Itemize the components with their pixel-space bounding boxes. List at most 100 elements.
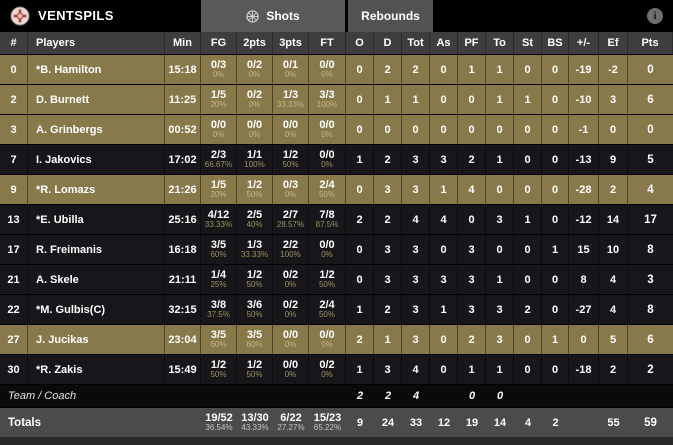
player-row[interactable]: 27 J. Jucikas 23:04 3/5 60% 3/5 60% 0/0 0% 0/0 0% 2… xyxy=(0,325,673,355)
fg-made-attempted: 3/5 60% xyxy=(201,325,237,354)
player-row[interactable]: 7 I. Jakovics 17:02 2/3 66.67% 1/1 100% 1/2 50% 0… xyxy=(0,145,673,175)
ft-made-attempted: 0/0 0% xyxy=(309,325,346,354)
column-header-p3: 3pts xyxy=(273,32,309,54)
team-coach-def-rebounds: 2 xyxy=(384,390,392,402)
2pts-made-attempted: 1/1 100% xyxy=(237,145,273,174)
offensive-rebounds: 0 xyxy=(346,55,374,84)
plus-minus: -13 xyxy=(569,145,599,174)
defensive-rebounds: 3 xyxy=(374,235,402,264)
2pts-made-attempted: 1/2 50% xyxy=(237,265,273,294)
totals-total-rebounds: 33 xyxy=(409,416,423,429)
player-name: *E. Ubilla xyxy=(28,205,165,234)
block-shots: 0 xyxy=(542,295,569,324)
bottom-strip xyxy=(0,437,673,445)
assists: 0 xyxy=(430,325,458,354)
points: 8 xyxy=(647,243,654,256)
column-header-min: Min xyxy=(165,32,201,54)
block-shots: 0 xyxy=(542,205,569,234)
steals: 1 xyxy=(514,85,542,114)
player-number: 9 xyxy=(0,175,28,204)
totals-def-rebounds: 24 xyxy=(381,416,395,429)
personal-fouls: 1 xyxy=(458,55,486,84)
assists: 0 xyxy=(430,115,458,144)
2pts-made-attempted: 2/5 40% xyxy=(237,205,273,234)
minutes-played: 21:26 xyxy=(165,175,201,204)
totals-blocks: 2 xyxy=(552,416,559,429)
3pts-made-attempted: 2/2 100% xyxy=(273,235,309,264)
offensive-rebounds: 2 xyxy=(346,205,374,234)
player-name: J. Jucikas xyxy=(28,325,165,354)
minutes-played: 25:16 xyxy=(165,205,201,234)
tab-rebounds[interactable]: Rebounds xyxy=(348,0,433,32)
3pts-made-attempted: 1/3 33.33% xyxy=(273,85,309,114)
3pts-made-attempted: 0/0 0% xyxy=(273,325,309,354)
total-rebounds: 4 xyxy=(402,205,430,234)
player-name: *R. Zakis xyxy=(28,355,165,384)
personal-fouls: 3 xyxy=(458,235,486,264)
total-rebounds: 3 xyxy=(402,235,430,264)
column-header-as: As xyxy=(430,32,458,54)
turnovers: 1 xyxy=(486,55,514,84)
fg-made-attempted: 1/5 20% xyxy=(201,85,237,114)
block-shots: 1 xyxy=(542,235,569,264)
column-header-ft: FT xyxy=(309,32,346,54)
total-rebounds: 1 xyxy=(402,85,430,114)
ft-made-attempted: 0/0 0% xyxy=(309,145,346,174)
player-row[interactable]: 21 A. Skele 21:11 1/4 25% 1/2 50% 0/2 0% 1/2 50% 0 3… xyxy=(0,265,673,295)
player-row[interactable]: 30 *R. Zakis 15:49 1/2 50% 1/2 50% 0/0 0% 0/2 0% 1 3… xyxy=(0,355,673,385)
player-row[interactable]: 17 R. Freimanis 16:18 3/5 60% 1/3 33.33% 2/2 100… xyxy=(0,235,673,265)
fg-made-attempted: 1/5 20% xyxy=(201,175,237,204)
player-number: 17 xyxy=(0,235,28,264)
offensive-rebounds: 1 xyxy=(346,145,374,174)
offensive-rebounds: 1 xyxy=(346,295,374,324)
2pts-made-attempted: 1/2 50% xyxy=(237,355,273,384)
turnovers: 0 xyxy=(486,175,514,204)
column-header-tot: Tot xyxy=(402,32,430,54)
defensive-rebounds: 1 xyxy=(374,325,402,354)
block-shots: 0 xyxy=(542,115,569,144)
player-row[interactable]: 0 *B. Hamilton 15:18 0/3 0% 0/2 0% 0/1 0% 0/0 0% 0 2… xyxy=(0,55,673,85)
totals-ft: 15/23 65.22% xyxy=(313,412,342,433)
minutes-played: 32:15 xyxy=(165,295,201,324)
player-name: D. Burnett xyxy=(28,85,165,114)
minutes-played: 21:11 xyxy=(165,265,201,294)
2pts-made-attempted: 0/2 0% xyxy=(237,55,273,84)
player-number: 30 xyxy=(0,355,28,384)
player-row[interactable]: 9 *R. Lomazs 21:26 1/5 20% 1/2 50% 0/3 0% 2/4 50% 0… xyxy=(0,175,673,205)
minutes-played: 00:52 xyxy=(165,115,201,144)
steals: 0 xyxy=(514,355,542,384)
fg-made-attempted: 3/5 60% xyxy=(201,235,237,264)
total-rebounds: 3 xyxy=(402,295,430,324)
plus-minus: -19 xyxy=(569,55,599,84)
3pts-made-attempted: 0/2 0% xyxy=(273,295,309,324)
player-row[interactable]: 13 *E. Ubilla 25:16 4/12 33.33% 2/5 40% 2/7 28.5… xyxy=(0,205,673,235)
totals-label: Totals xyxy=(8,416,42,429)
player-name: *R. Lomazs xyxy=(28,175,165,204)
player-row[interactable]: 2 D. Burnett 11:25 1/5 20% 0/2 0% 1/3 33.33% 3/3 1… xyxy=(0,85,673,115)
player-number: 27 xyxy=(0,325,28,354)
player-row[interactable]: 3 A. Grinbergs 00:52 0/0 0% 0/0 0% 0/0 0% 0/0 0% 0 0… xyxy=(0,115,673,145)
personal-fouls: 2 xyxy=(458,325,486,354)
minutes-played: 15:49 xyxy=(165,355,201,384)
3pts-made-attempted: 0/0 0% xyxy=(273,355,309,384)
ft-made-attempted: 0/0 0% xyxy=(309,115,346,144)
2pts-made-attempted: 0/0 0% xyxy=(237,115,273,144)
player-row[interactable]: 22 *M. Gulbis(C) 32:15 3/8 37.5% 3/6 50% 0/2 0% 2… xyxy=(0,295,673,325)
players-table-body: 0 *B. Hamilton 15:18 0/3 0% 0/2 0% 0/1 0% 0/0 0% 0 2… xyxy=(0,55,673,385)
info-icon[interactable]: i xyxy=(647,8,663,24)
player-number: 22 xyxy=(0,295,28,324)
block-shots: 1 xyxy=(542,325,569,354)
ft-made-attempted: 2/4 50% xyxy=(309,175,346,204)
tab-shots[interactable]: Shots xyxy=(201,0,345,32)
player-name: *B. Hamilton xyxy=(28,55,165,84)
points: 5 xyxy=(647,153,654,166)
team-header-bar: VENTSPILS Shots Rebounds i xyxy=(0,0,673,32)
block-shots: 0 xyxy=(542,265,569,294)
turnovers: 3 xyxy=(486,325,514,354)
team-logo xyxy=(10,6,30,26)
column-header-num: # xyxy=(0,32,28,54)
player-name: *M. Gulbis(C) xyxy=(28,295,165,324)
3pts-made-attempted: 2/7 28.57% xyxy=(273,205,309,234)
points: 17 xyxy=(644,213,657,226)
team-coach-plusminus xyxy=(569,385,599,407)
